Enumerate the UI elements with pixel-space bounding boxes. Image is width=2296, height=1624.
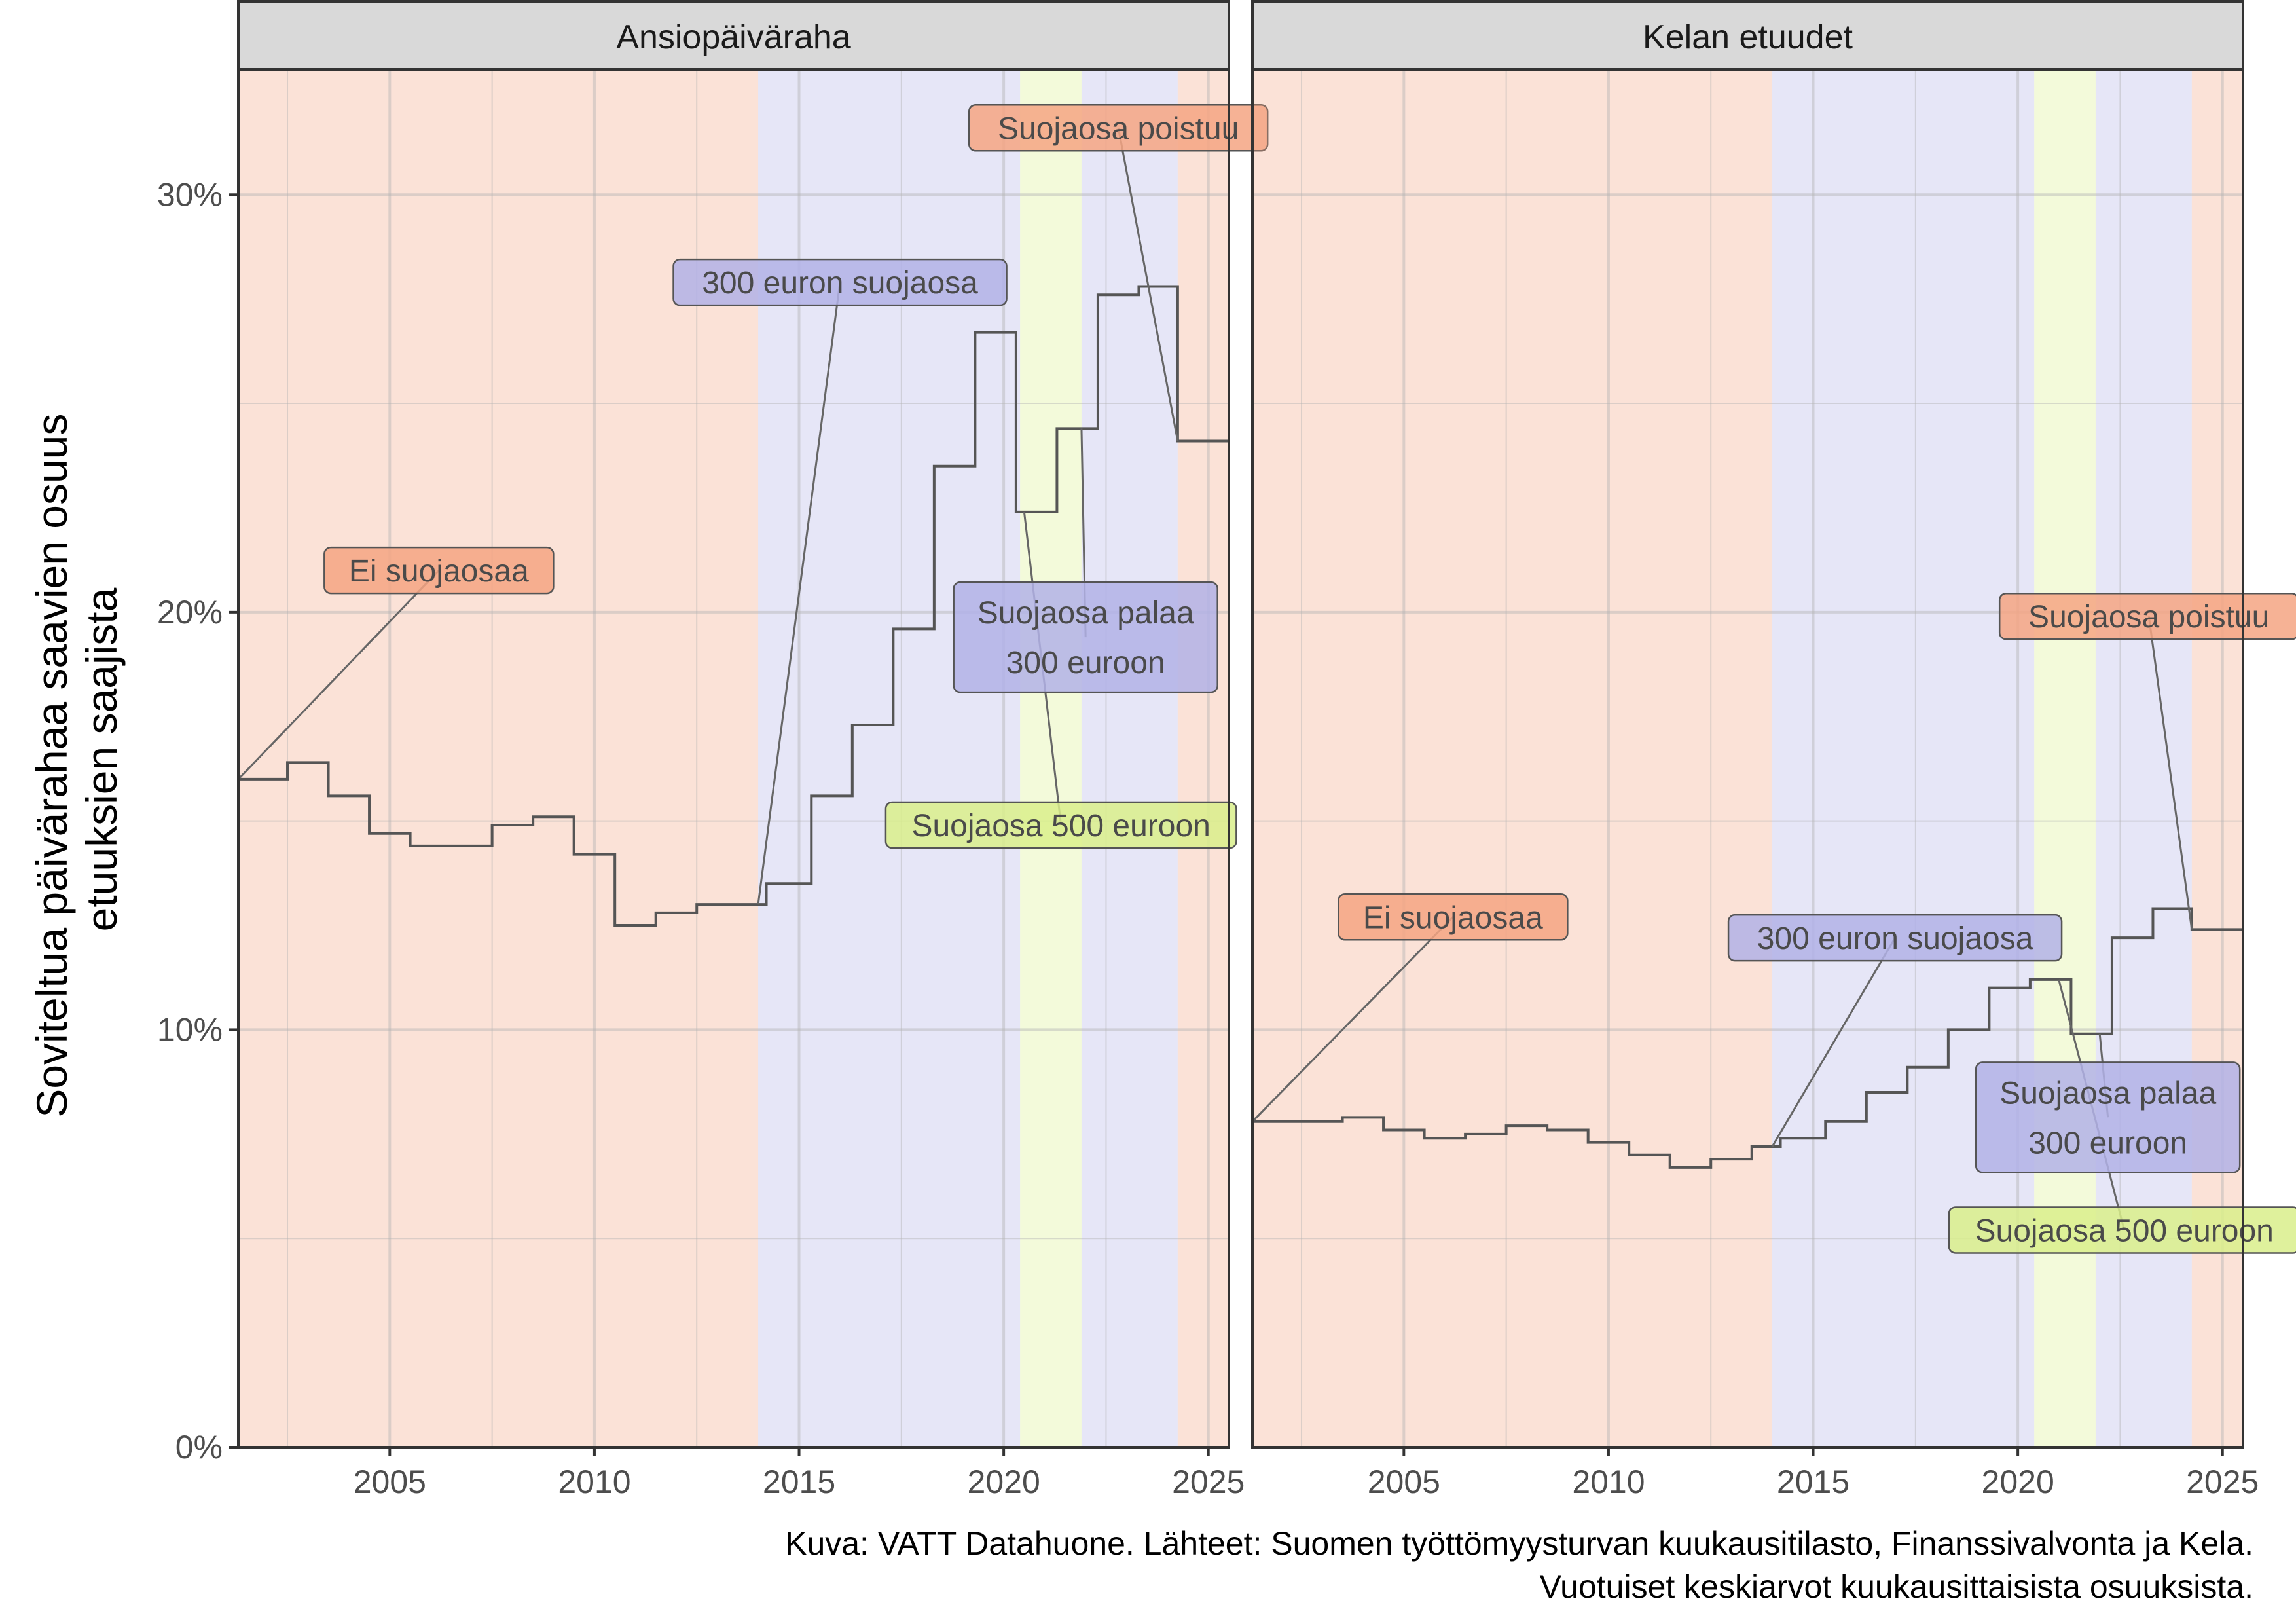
annotation-box	[884, 801, 1237, 849]
annotation-label: Suojaosa poistuu	[1998, 592, 2296, 640]
annotation-connector	[237, 570, 440, 780]
facet-title: Kelan etuudet	[1643, 18, 1853, 56]
annotation-connector	[1251, 916, 1454, 1122]
panel-2: Ei suojaosaa 300 euron suojaosa Suojaosa p…	[1251, 0, 2296, 1500]
facet-strip	[1251, 0, 2244, 71]
annotation-text: Suojaosa palaa	[977, 596, 1194, 631]
annotation-label: Suojaosa palaa 300 euroon	[953, 581, 1218, 693]
y-tick-label: 0%	[175, 1429, 223, 1466]
facet-strip	[237, 0, 1230, 71]
x-tick-label: 2005	[354, 1464, 426, 1500]
annotation-text: Suojaosa palaa	[1999, 1076, 2216, 1111]
period-band-protection_300-4	[1081, 69, 1178, 1447]
x-tick-label: 2010	[558, 1464, 630, 1500]
annotation-box	[968, 104, 1269, 152]
annotation-box	[953, 581, 1218, 693]
annotation-label: 300 euron suojaosa	[1727, 913, 2063, 962]
annotation-label: 300 euron suojaosa	[672, 258, 1008, 306]
x-tick-label: 2020	[1982, 1464, 2054, 1500]
annotation-label: Suojaosa 500 euroon	[1948, 1206, 2296, 1254]
annotation-connector	[2147, 616, 2193, 930]
annotation-box	[1338, 893, 1569, 941]
period-band-no_protection-1	[238, 69, 759, 1447]
annotation-text: 300 euroon	[2028, 1126, 2187, 1160]
y-axis-label: Soviteltua päivärahaa saavien osuus etuu…	[27, 401, 126, 1117]
annotation-label: Suojaosa 500 euroon	[884, 801, 1237, 849]
x-tick-label: 2005	[1368, 1464, 1440, 1500]
annotation-box	[1948, 1206, 2296, 1254]
annotation-label: Ei suojaosaa	[1338, 893, 1569, 941]
panel-1: Ei suojaosaa 300 euron suojaosa Suojaosa p…	[157, 0, 1269, 1500]
period-band-no_protection-1	[1252, 69, 1773, 1447]
caption-line-2: Vuotuiset keskiarvot kuukausittaisista o…	[1540, 1568, 2253, 1605]
y-tick-label: 30%	[157, 176, 223, 213]
y-axis-label-line-2: etuuksien saajista	[77, 587, 126, 931]
annotation-text: Ei suojaosaa	[1363, 900, 1543, 935]
facet-title: Ansiopäiväraha	[616, 18, 851, 56]
x-tick-label: 2010	[1572, 1464, 1645, 1500]
annotation-label: Ei suojaosaa	[323, 546, 555, 595]
annotation-box	[1727, 913, 2063, 962]
annotation-box	[323, 546, 555, 595]
annotation-connector	[1117, 127, 1179, 441]
annotation-text: 300 euron suojaosa	[1757, 921, 2033, 956]
x-tick-label: 2020	[968, 1464, 1040, 1500]
annotation-text: 300 euroon	[1006, 646, 1165, 680]
annotation-label: Suojaosa palaa 300 euroon	[1975, 1061, 2241, 1173]
annotation-text: Suojaosa 500 euroon	[1975, 1213, 2274, 1248]
y-axis-label-line-1: Soviteltua päivärahaa saavien osuus	[27, 414, 76, 1118]
x-tick-label: 2015	[1777, 1464, 1850, 1500]
annotation-connector	[757, 282, 841, 905]
data-step-line	[238, 285, 1229, 927]
period-band-protection_500-3	[1020, 69, 1082, 1447]
annotation-text: Suojaosa 500 euroon	[911, 809, 1210, 843]
y-tick-label: 20%	[157, 594, 223, 631]
annotation-text: 300 euron suojaosa	[702, 266, 978, 301]
annotation-text: Suojaosa poistuu	[998, 111, 1239, 146]
annotation-text: Suojaosa poistuu	[2028, 600, 2269, 635]
data-step-line	[1252, 907, 2243, 1169]
x-tick-label: 2015	[763, 1464, 835, 1500]
period-band-no_protection-5	[1177, 69, 1229, 1447]
caption-line-1: Kuva: VATT Datahuone. Lähteet: Suomen ty…	[785, 1525, 2253, 1562]
annotation-text: Ei suojaosaa	[349, 554, 529, 589]
annotation-box	[672, 258, 1008, 306]
y-tick-label: 10%	[157, 1011, 223, 1048]
annotation-box	[1975, 1061, 2241, 1173]
x-tick-label: 2025	[1172, 1464, 1245, 1500]
annotation-connector	[1771, 937, 1896, 1147]
annotation-box	[1998, 592, 2296, 640]
x-tick-label: 2025	[2186, 1464, 2259, 1500]
annotation-label: Suojaosa poistuu	[968, 104, 1269, 152]
